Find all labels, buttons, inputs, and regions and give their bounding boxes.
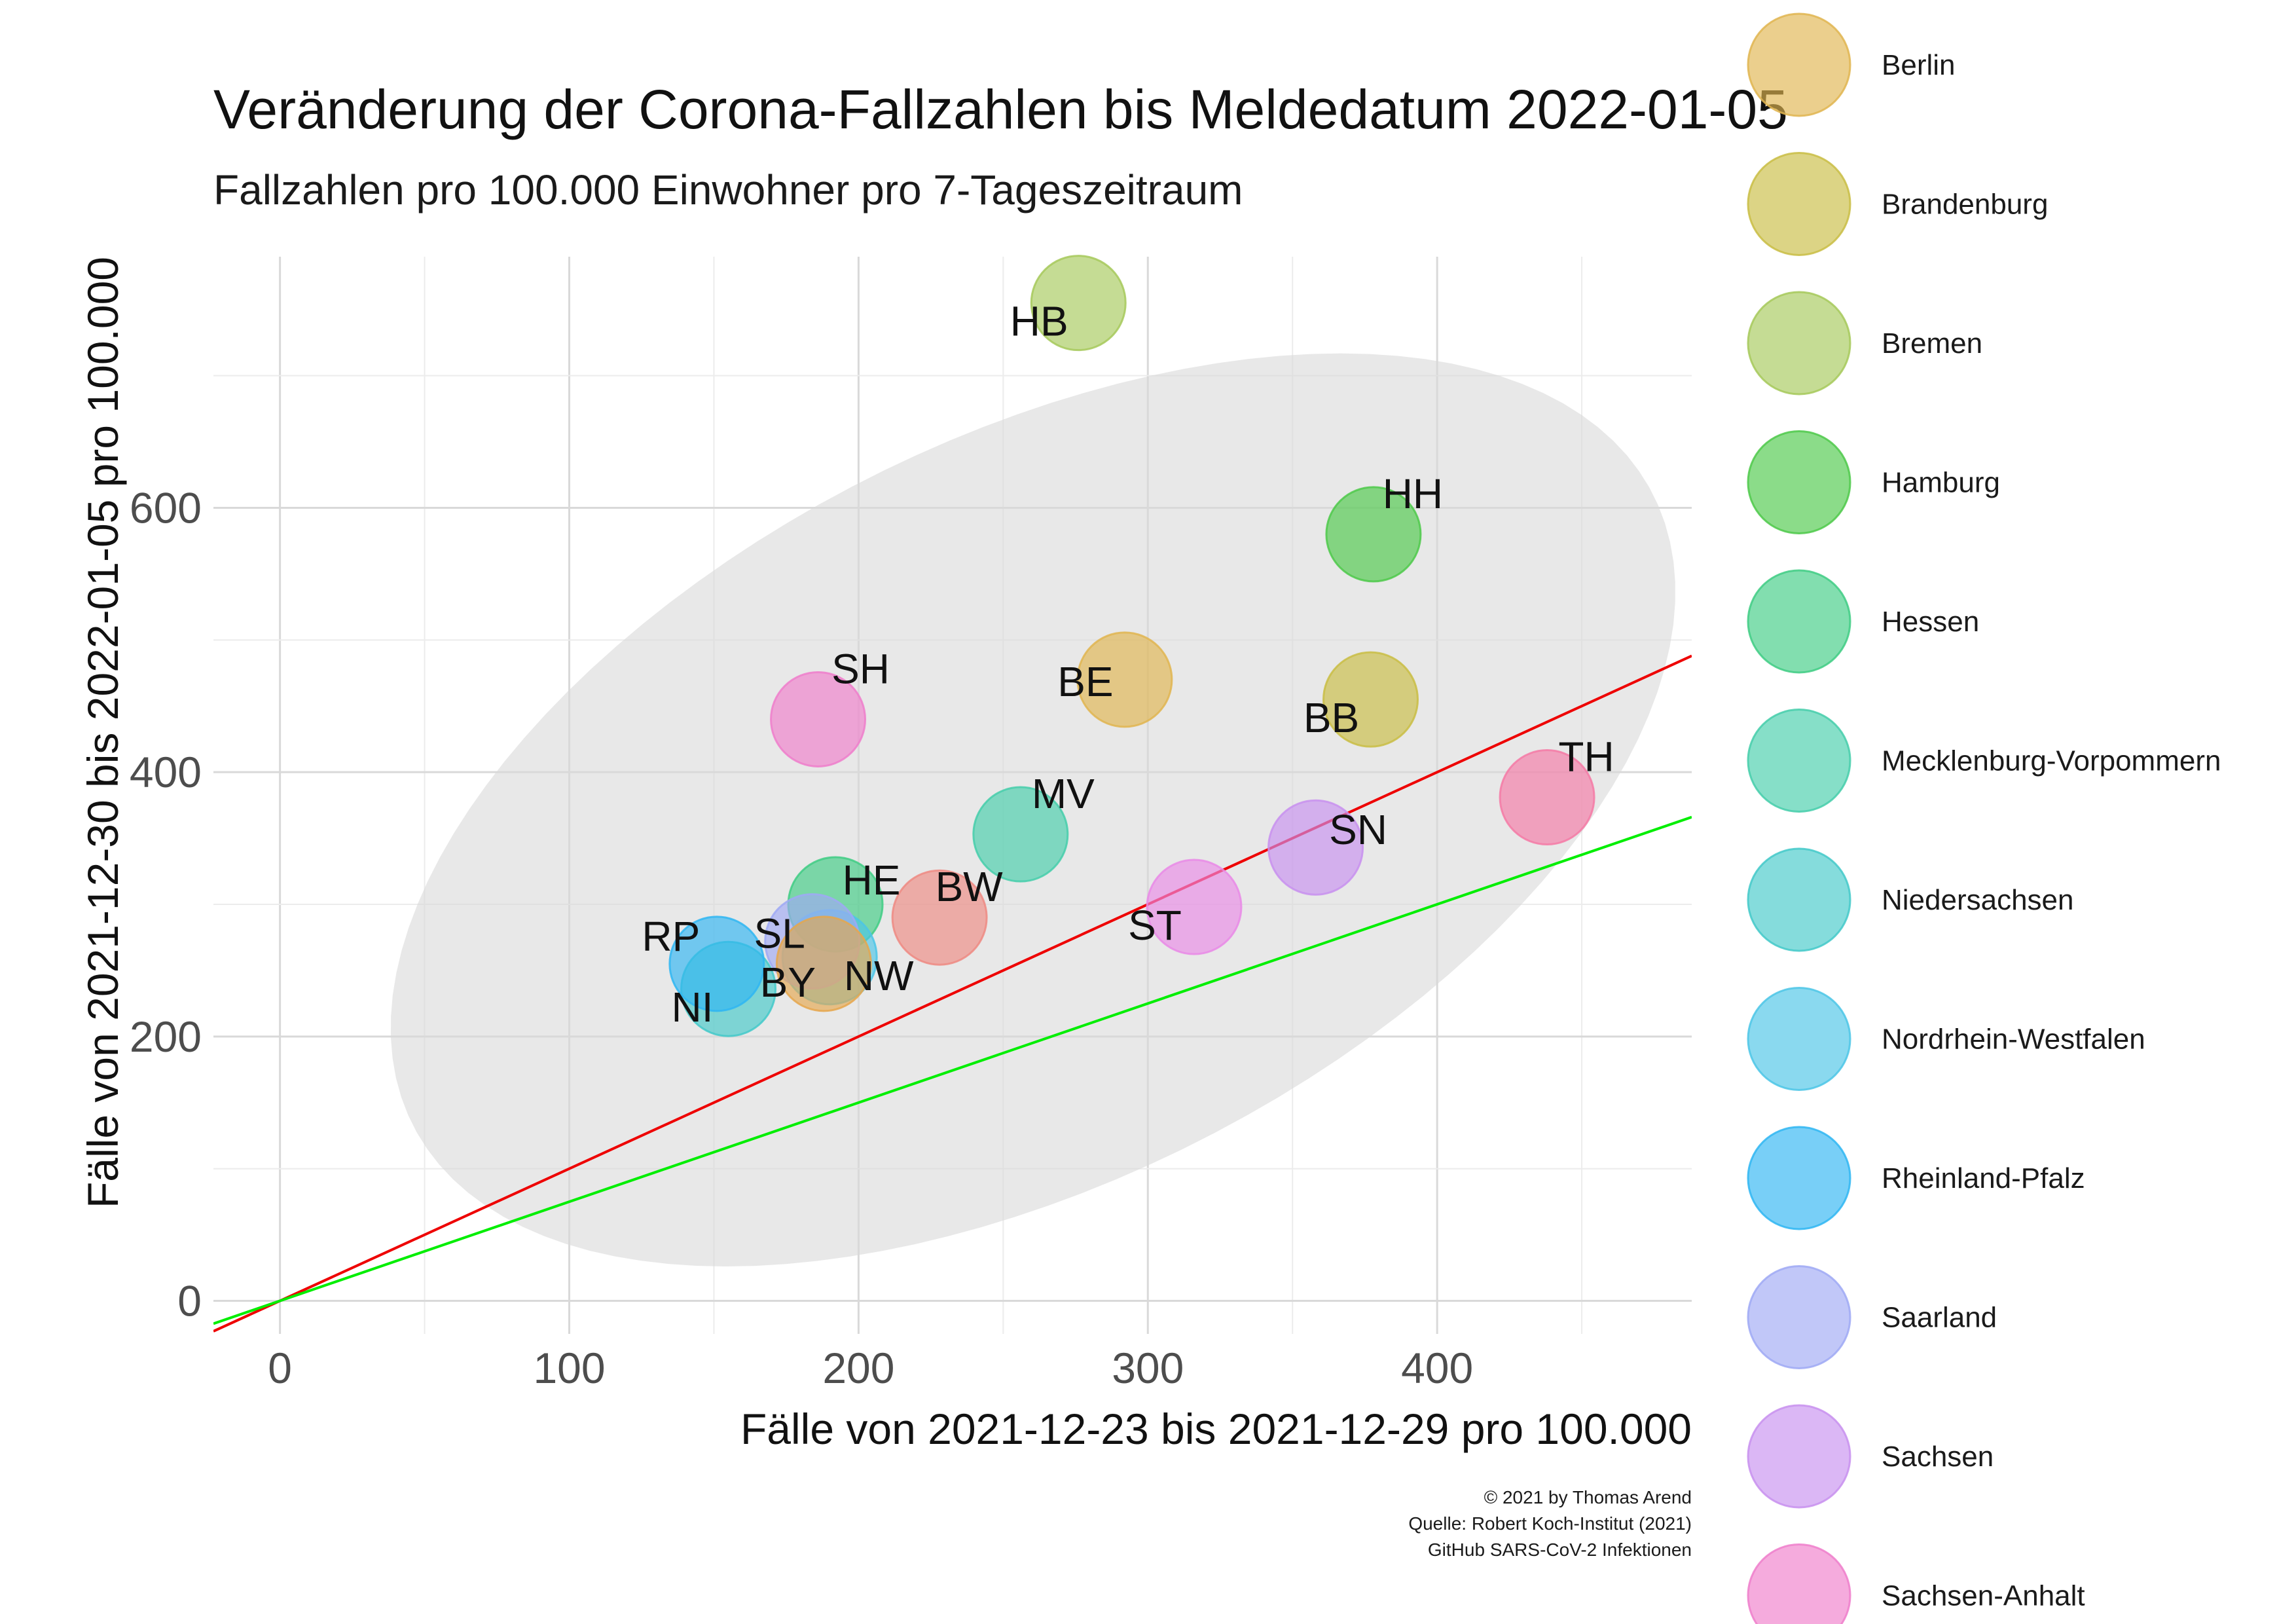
legend-item: Niedersachsen	[1747, 847, 2074, 952]
data-point-rp	[668, 915, 765, 1012]
point-label-he: HE	[843, 857, 901, 904]
point-label-st: ST	[1128, 902, 1182, 949]
data-point-mv	[972, 786, 1069, 883]
point-labels: BE BB HB HH HE MV NI NW RP SL SN ST SH TH BW BY	[642, 298, 1614, 1031]
legend-label: Sachsen-Anhalt	[1882, 1580, 2085, 1612]
legend-label: Berlin	[1882, 49, 1956, 81]
data-point-sh	[770, 671, 867, 767]
caption-line-2: Quelle: Robert Koch-Institut (2021)	[1408, 1513, 1692, 1534]
caption: © 2021 by Thomas Arend Quelle: Robert Ko…	[1408, 1487, 1692, 1560]
y-tick-label: 0	[177, 1277, 202, 1325]
legend-label: Brandenburg	[1882, 189, 2048, 221]
legend-swatch	[1747, 1404, 1851, 1509]
legend-label: Nordrhein-Westfalen	[1882, 1024, 2145, 1056]
point-label-sh: SH	[831, 645, 890, 692]
data-point-bw	[891, 869, 988, 966]
y-tick-label: 600	[130, 483, 202, 532]
legend-swatch	[1747, 291, 1851, 396]
legend-label: Hessen	[1882, 606, 1979, 638]
x-tick-label: 200	[822, 1344, 894, 1392]
point-label-bw: BW	[936, 863, 1004, 910]
data-point-hb	[1030, 255, 1127, 352]
x-tick-label: 400	[1401, 1344, 1473, 1392]
point-label-be: BE	[1057, 658, 1113, 705]
chart-subtitle: Fallzahlen pro 100.000 Einwohner pro 7-T…	[213, 166, 1243, 213]
legend-swatch	[1747, 1126, 1851, 1230]
legend-label: Bremen	[1882, 327, 1982, 360]
y-tick-label: 400	[130, 748, 202, 796]
legend-item: Hamburg	[1747, 430, 2000, 534]
point-label-sl: SL	[754, 910, 805, 957]
legend-item: Bremen	[1747, 291, 1982, 396]
reference-line-2	[213, 815, 1692, 1325]
point-label-sn: SN	[1329, 806, 1387, 853]
point-label-th: TH	[1558, 733, 1614, 781]
legend-swatch	[1747, 1543, 1851, 1624]
point-label-mv: MV	[1032, 770, 1095, 817]
data-point-be	[1076, 631, 1173, 728]
data-point-by	[775, 915, 872, 1012]
legend-item: Hessen	[1747, 569, 1979, 674]
legend: Berlin Brandenburg Bremen Hamburg Hessen Meck…	[1747, 12, 2221, 1624]
y-axis-title: Fälle von 2021-12-30 bis 2022-01-05 pro …	[79, 257, 127, 1208]
legend-swatch	[1747, 709, 1851, 813]
x-tick-label: 100	[533, 1344, 605, 1392]
x-tick-label: 300	[1112, 1344, 1184, 1392]
data-point-bb	[1322, 651, 1419, 748]
point-label-bb: BB	[1303, 694, 1359, 741]
legend-label: Mecklenburg-Vorpommern	[1882, 745, 2221, 777]
data-point-sn	[1267, 799, 1364, 896]
legend-item: Rheinland-Pfalz	[1747, 1126, 2085, 1230]
legend-item: Berlin	[1747, 12, 1956, 117]
caption-line-3: GitHub SARS-CoV-2 Infektionen	[1428, 1540, 1692, 1560]
data-point-th	[1499, 749, 1595, 846]
legend-swatch	[1747, 1265, 1851, 1369]
y-axis-ticks: 0 200 400 600	[130, 483, 202, 1325]
point-label-by: BY	[760, 959, 816, 1006]
caption-line-1: © 2021 by Thomas Arend	[1484, 1487, 1692, 1507]
legend-item: Mecklenburg-Vorpommern	[1747, 709, 2221, 813]
reference-lines	[213, 654, 1692, 1333]
point-label-hh: HH	[1383, 470, 1443, 517]
legend-item: Sachsen	[1747, 1404, 1994, 1509]
legend-label: Hamburg	[1882, 467, 2000, 499]
y-tick-label: 200	[130, 1012, 202, 1061]
legend-label: Sachsen	[1882, 1441, 1994, 1473]
data-point-st	[1146, 858, 1243, 955]
x-axis-title: Fälle von 2021-12-23 bis 2021-12-29 pro …	[740, 1405, 1692, 1453]
legend-swatch	[1747, 12, 1851, 117]
point-label-nw: NW	[844, 952, 914, 999]
data-points	[668, 255, 1595, 1037]
data-point-hh	[1325, 486, 1422, 583]
legend-item: Saarland	[1747, 1265, 1997, 1369]
legend-swatch	[1747, 152, 1851, 256]
chart-title: Veränderung der Corona-Fallzahlen bis Me…	[213, 79, 1788, 140]
legend-item: Brandenburg	[1747, 152, 2048, 256]
legend-item: Nordrhein-Westfalen	[1747, 987, 2145, 1091]
legend-label: Saarland	[1882, 1302, 1997, 1334]
legend-swatch	[1747, 569, 1851, 674]
reference-line-1	[213, 654, 1692, 1333]
point-label-rp: RP	[642, 913, 700, 960]
point-label-hb: HB	[1010, 298, 1068, 345]
legend-label: Rheinland-Pfalz	[1882, 1162, 2085, 1194]
legend-swatch	[1747, 430, 1851, 534]
legend-swatch	[1747, 847, 1851, 952]
legend-label: Niedersachsen	[1882, 884, 2074, 916]
legend-item: Sachsen-Anhalt	[1747, 1543, 2085, 1624]
x-axis-ticks: 0 100 200 300 400	[268, 1344, 1473, 1392]
legend-swatch	[1747, 987, 1851, 1091]
point-label-ni: NI	[672, 984, 714, 1031]
x-tick-label: 0	[268, 1344, 292, 1392]
